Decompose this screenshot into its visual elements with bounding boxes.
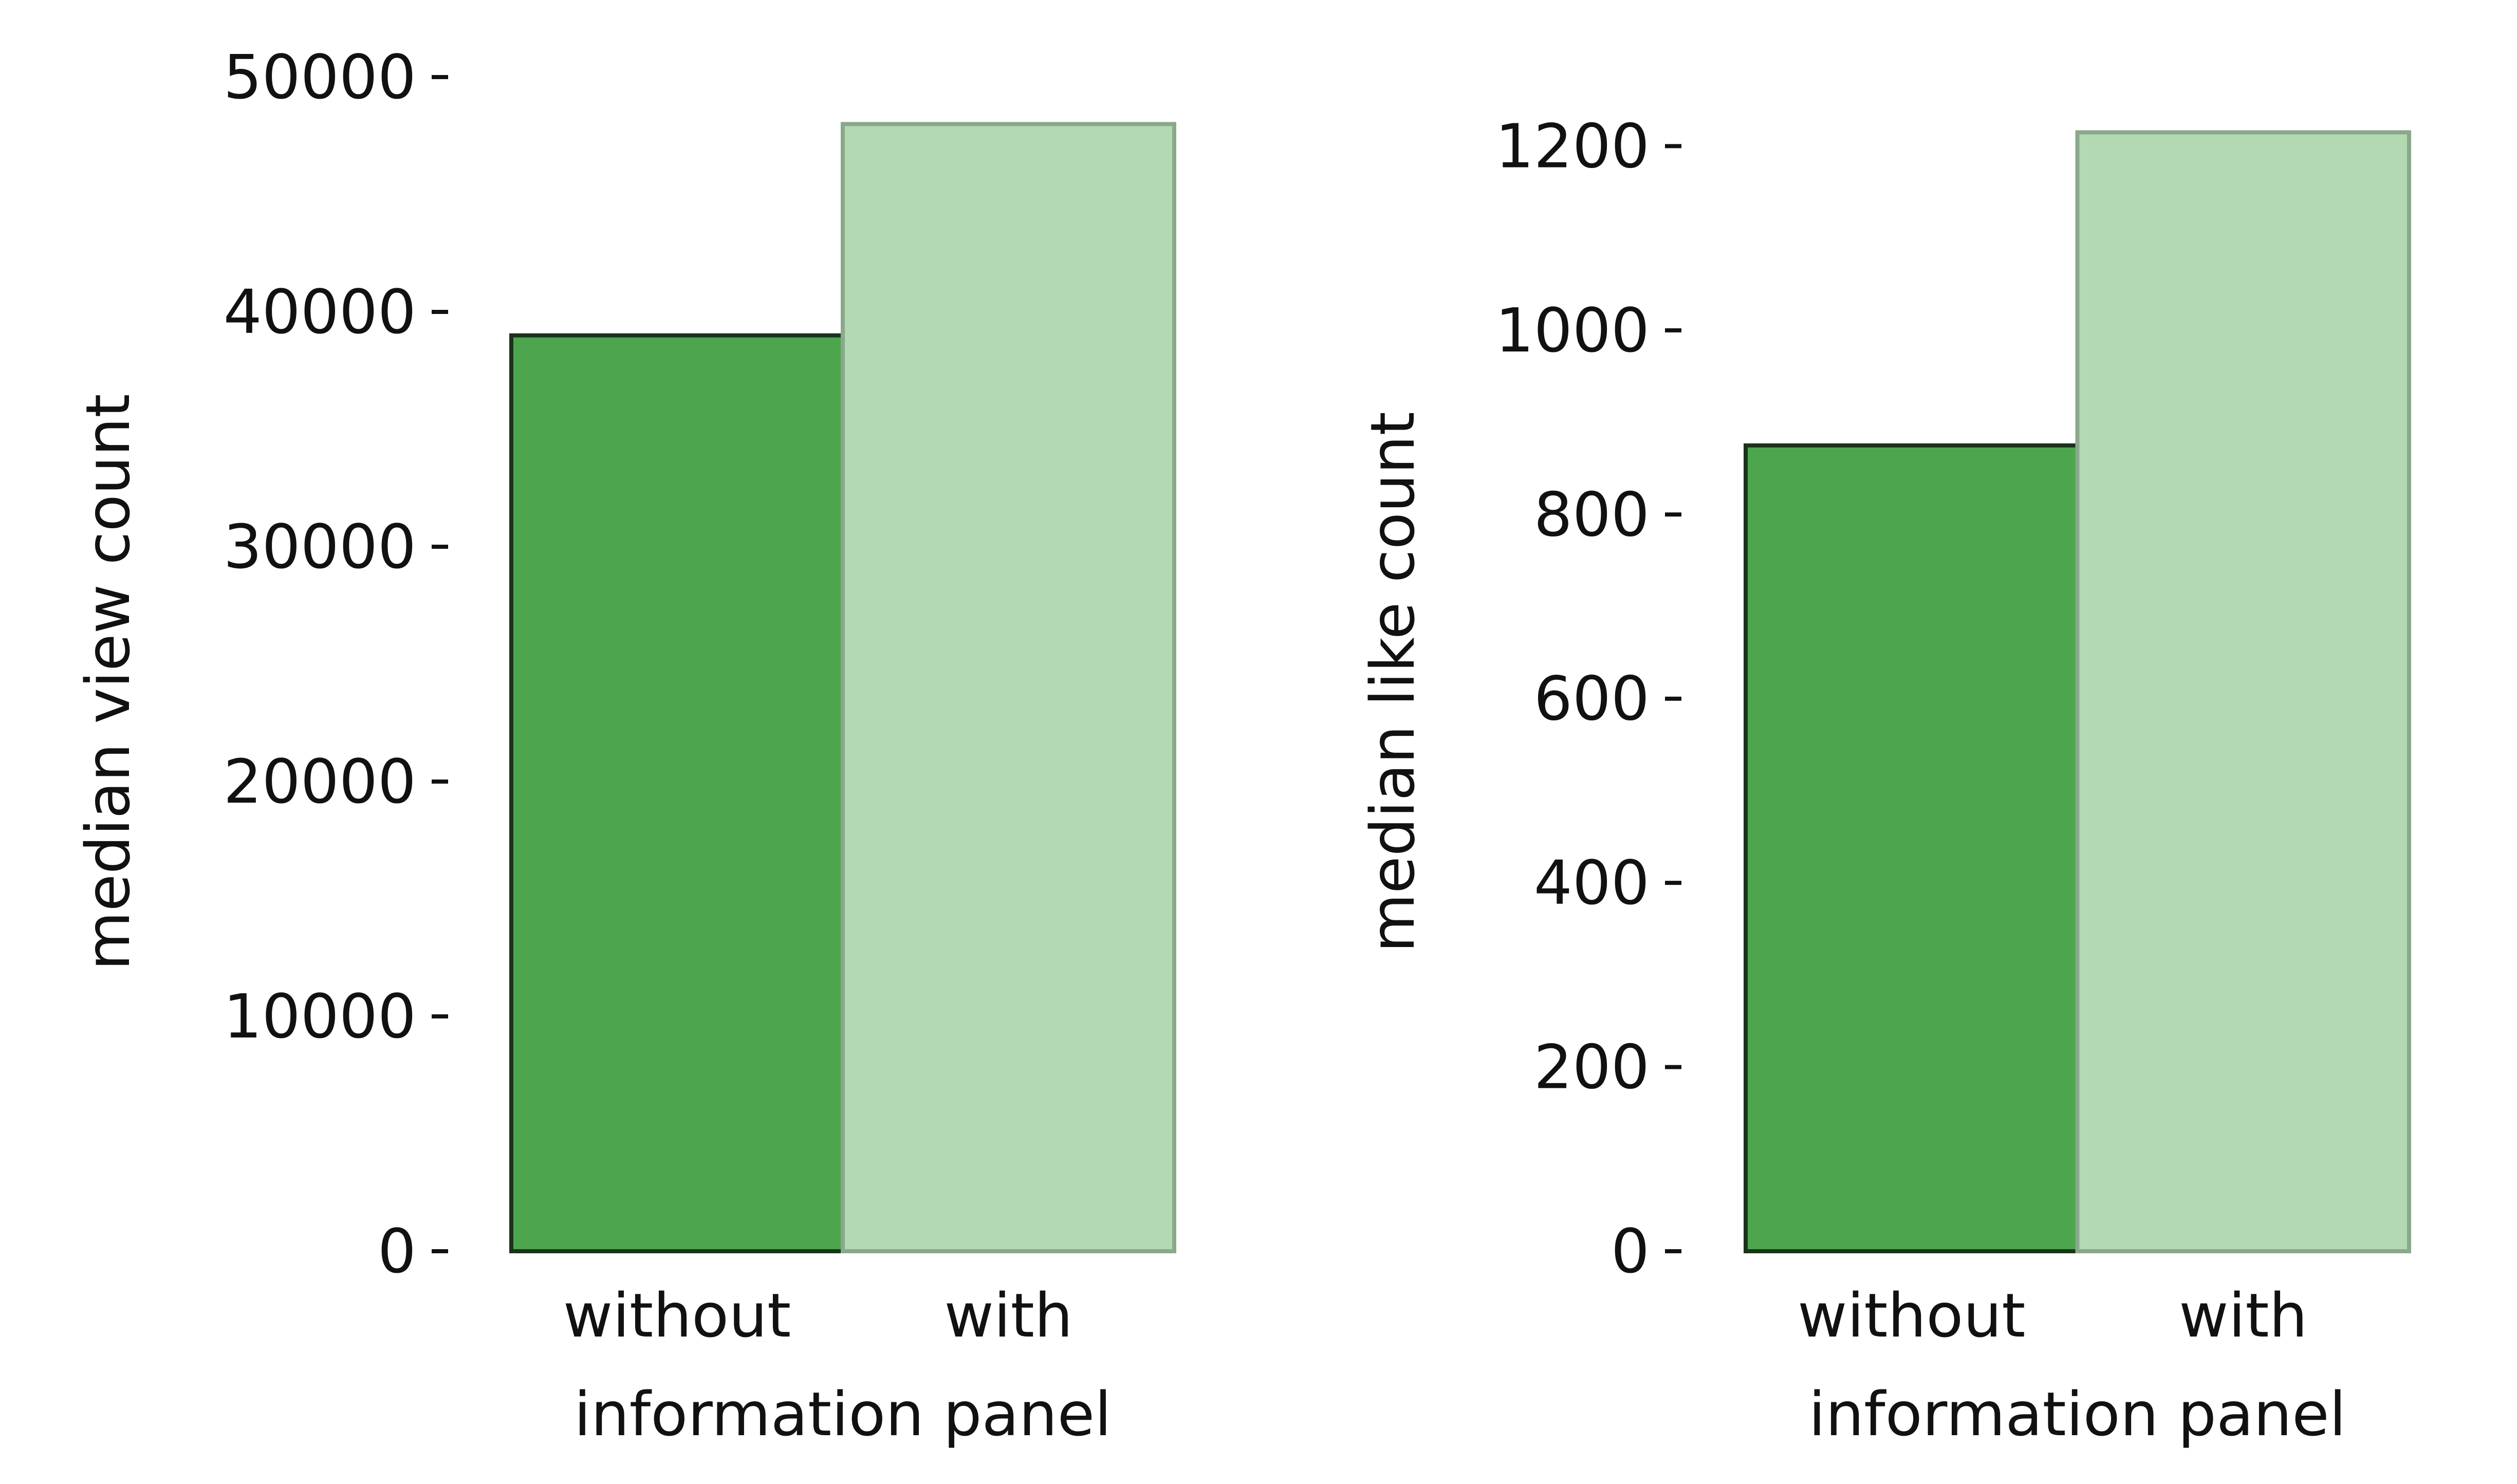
y-tick-label: 30000 — [224, 511, 416, 582]
y-axis-label: median like count — [1357, 412, 1428, 953]
y-tick-label: 20000 — [224, 746, 416, 817]
x-tick-label-with: with — [2179, 1280, 2307, 1351]
x-axis-label: information panel — [1809, 1379, 2346, 1450]
x-tick-label-without: without — [563, 1280, 791, 1351]
bar-without-view-count — [509, 333, 845, 1254]
y-tick-label: 0 — [1611, 1216, 1650, 1287]
y-tick-label: 400 — [1534, 847, 1650, 918]
y-tick-label: 1000 — [1495, 295, 1650, 366]
y-tick-label: 1200 — [1495, 110, 1650, 181]
y-axis-label: median view count — [72, 394, 143, 971]
y-tick-label: 800 — [1534, 479, 1650, 550]
y-tick-label: 10000 — [224, 981, 416, 1052]
y-tick-label: 200 — [1534, 1032, 1650, 1103]
x-tick-label-without: without — [1798, 1280, 2026, 1351]
y-tick-label: 40000 — [224, 276, 416, 347]
y-tick-label: 0 — [378, 1216, 416, 1287]
x-axis-label: information panel — [574, 1379, 1112, 1450]
bar-with-like-count — [2075, 130, 2411, 1254]
chart-panel-view-count: 0 10000 20000 30000 40000 50000 without with inf… — [72, 42, 1176, 1450]
x-tick-label-with: with — [944, 1280, 1072, 1351]
bar-without-like-count — [1744, 443, 2080, 1253]
y-tick-label: 50000 — [224, 42, 416, 113]
bar-with-view-count — [841, 122, 1176, 1254]
y-tick-label: 600 — [1534, 663, 1650, 734]
chart-panel-like-count: 0 200 400 600 800 1000 1200 without with informat… — [1357, 110, 2411, 1450]
